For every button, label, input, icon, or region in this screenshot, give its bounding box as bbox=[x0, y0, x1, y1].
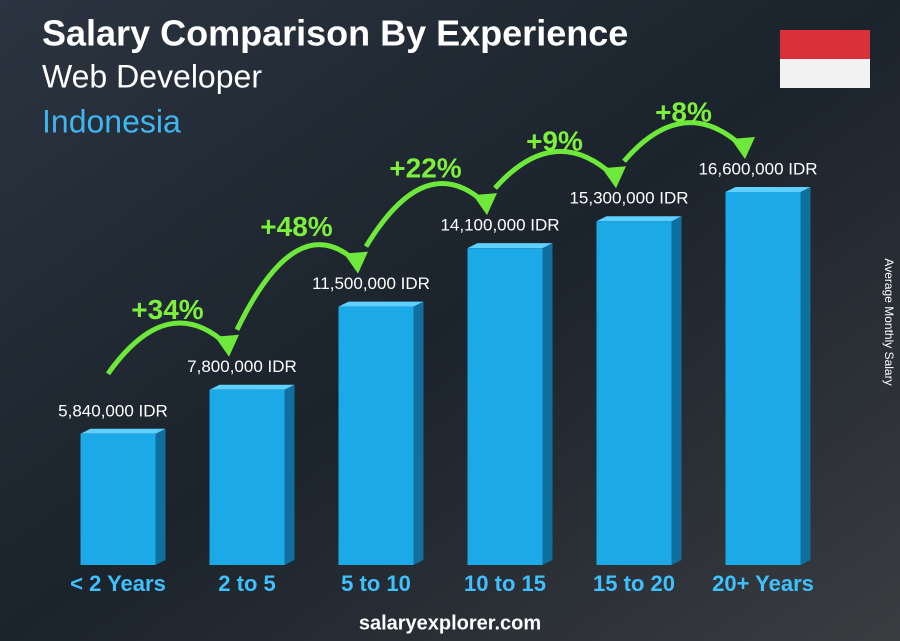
bar-top bbox=[80, 428, 166, 434]
change-arrowhead bbox=[602, 166, 626, 189]
bar-side bbox=[800, 187, 811, 565]
bar-side bbox=[284, 384, 295, 565]
flag-red bbox=[780, 30, 870, 59]
chart-title: Salary Comparison By Experience bbox=[42, 13, 628, 54]
bar-top bbox=[338, 301, 424, 307]
value-label: 15,300,000 IDR bbox=[569, 189, 688, 208]
x-tick-label: 10 to 15 bbox=[464, 571, 546, 596]
y-axis-label: Average Monthly Salary bbox=[882, 258, 896, 385]
change-label: +22% bbox=[389, 153, 461, 184]
change-arrow bbox=[363, 180, 487, 248]
change-arrow bbox=[493, 148, 616, 190]
value-label: 7,800,000 IDR bbox=[187, 357, 297, 376]
bar bbox=[80, 433, 156, 565]
change-arrowhead bbox=[344, 251, 368, 274]
x-tick-label: 20+ Years bbox=[712, 571, 814, 596]
footer: salaryexplorer.com bbox=[359, 612, 541, 634]
flag-white bbox=[780, 59, 870, 88]
bar-top bbox=[596, 216, 682, 222]
bar bbox=[338, 306, 414, 565]
country: Indonesia bbox=[42, 103, 181, 139]
subtitle: Web Developer bbox=[42, 58, 262, 94]
change-label: +48% bbox=[260, 211, 332, 242]
change-arrow bbox=[105, 320, 229, 376]
bar bbox=[209, 389, 285, 565]
bar-side bbox=[671, 216, 682, 565]
bar-side bbox=[413, 301, 424, 565]
bar bbox=[596, 221, 672, 565]
change-arrow bbox=[234, 242, 358, 331]
x-tick-label: 2 to 5 bbox=[218, 571, 275, 596]
value-label: 16,600,000 IDR bbox=[698, 159, 817, 178]
x-tick-label: < 2 Years bbox=[70, 571, 166, 596]
change-arrowhead bbox=[731, 137, 755, 159]
bar-side bbox=[155, 428, 166, 565]
change-label: +34% bbox=[131, 294, 203, 325]
bar-top bbox=[467, 243, 553, 249]
bar bbox=[725, 192, 801, 565]
bar-top bbox=[725, 187, 811, 192]
change-label: +9% bbox=[526, 126, 583, 157]
change-label: +8% bbox=[655, 96, 712, 127]
x-tick-label: 15 to 20 bbox=[593, 571, 675, 596]
bar-top bbox=[209, 384, 295, 390]
value-label: 5,840,000 IDR bbox=[58, 401, 168, 420]
bar bbox=[467, 248, 543, 566]
change-arrowhead bbox=[473, 193, 497, 216]
value-label: 14,100,000 IDR bbox=[440, 216, 559, 235]
value-label: 11,500,000 IDR bbox=[312, 274, 430, 293]
change-arrowhead bbox=[215, 334, 239, 357]
x-tick-label: 5 to 10 bbox=[341, 571, 411, 596]
bar-side bbox=[542, 243, 553, 566]
change-arrow bbox=[622, 120, 745, 163]
